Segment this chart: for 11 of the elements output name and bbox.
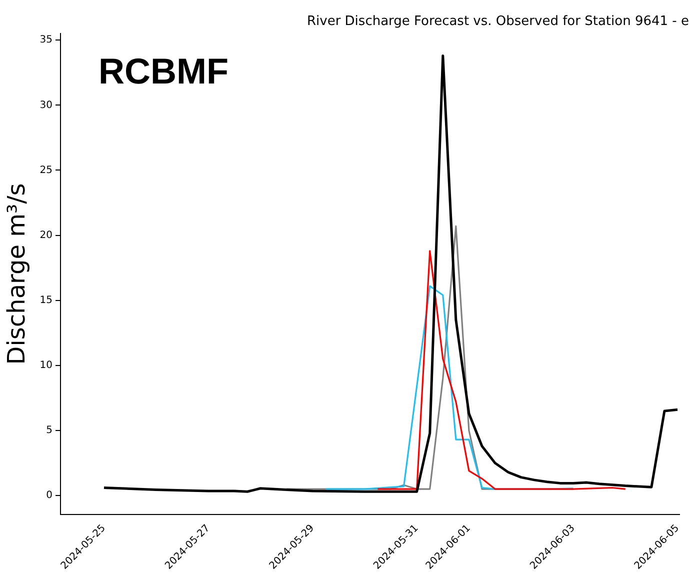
y-tick-label: 10 [40, 360, 53, 372]
y-tick-label: 0 [46, 490, 53, 502]
y-tick-label: 35 [40, 34, 53, 46]
y-tick-label: 15 [40, 294, 53, 306]
y-tick-label: 30 [40, 100, 53, 111]
y-tick-label: 20 [40, 230, 53, 241]
y-axis-title: Discharge m³/s [2, 183, 31, 365]
y-tick-label: 25 [40, 164, 53, 176]
y-tick-label: 5 [46, 425, 53, 436]
annotation: RCBMF [98, 50, 229, 92]
chart-title: River Discharge Forecast vs. Observed for Station 9641 - e [306, 14, 689, 30]
